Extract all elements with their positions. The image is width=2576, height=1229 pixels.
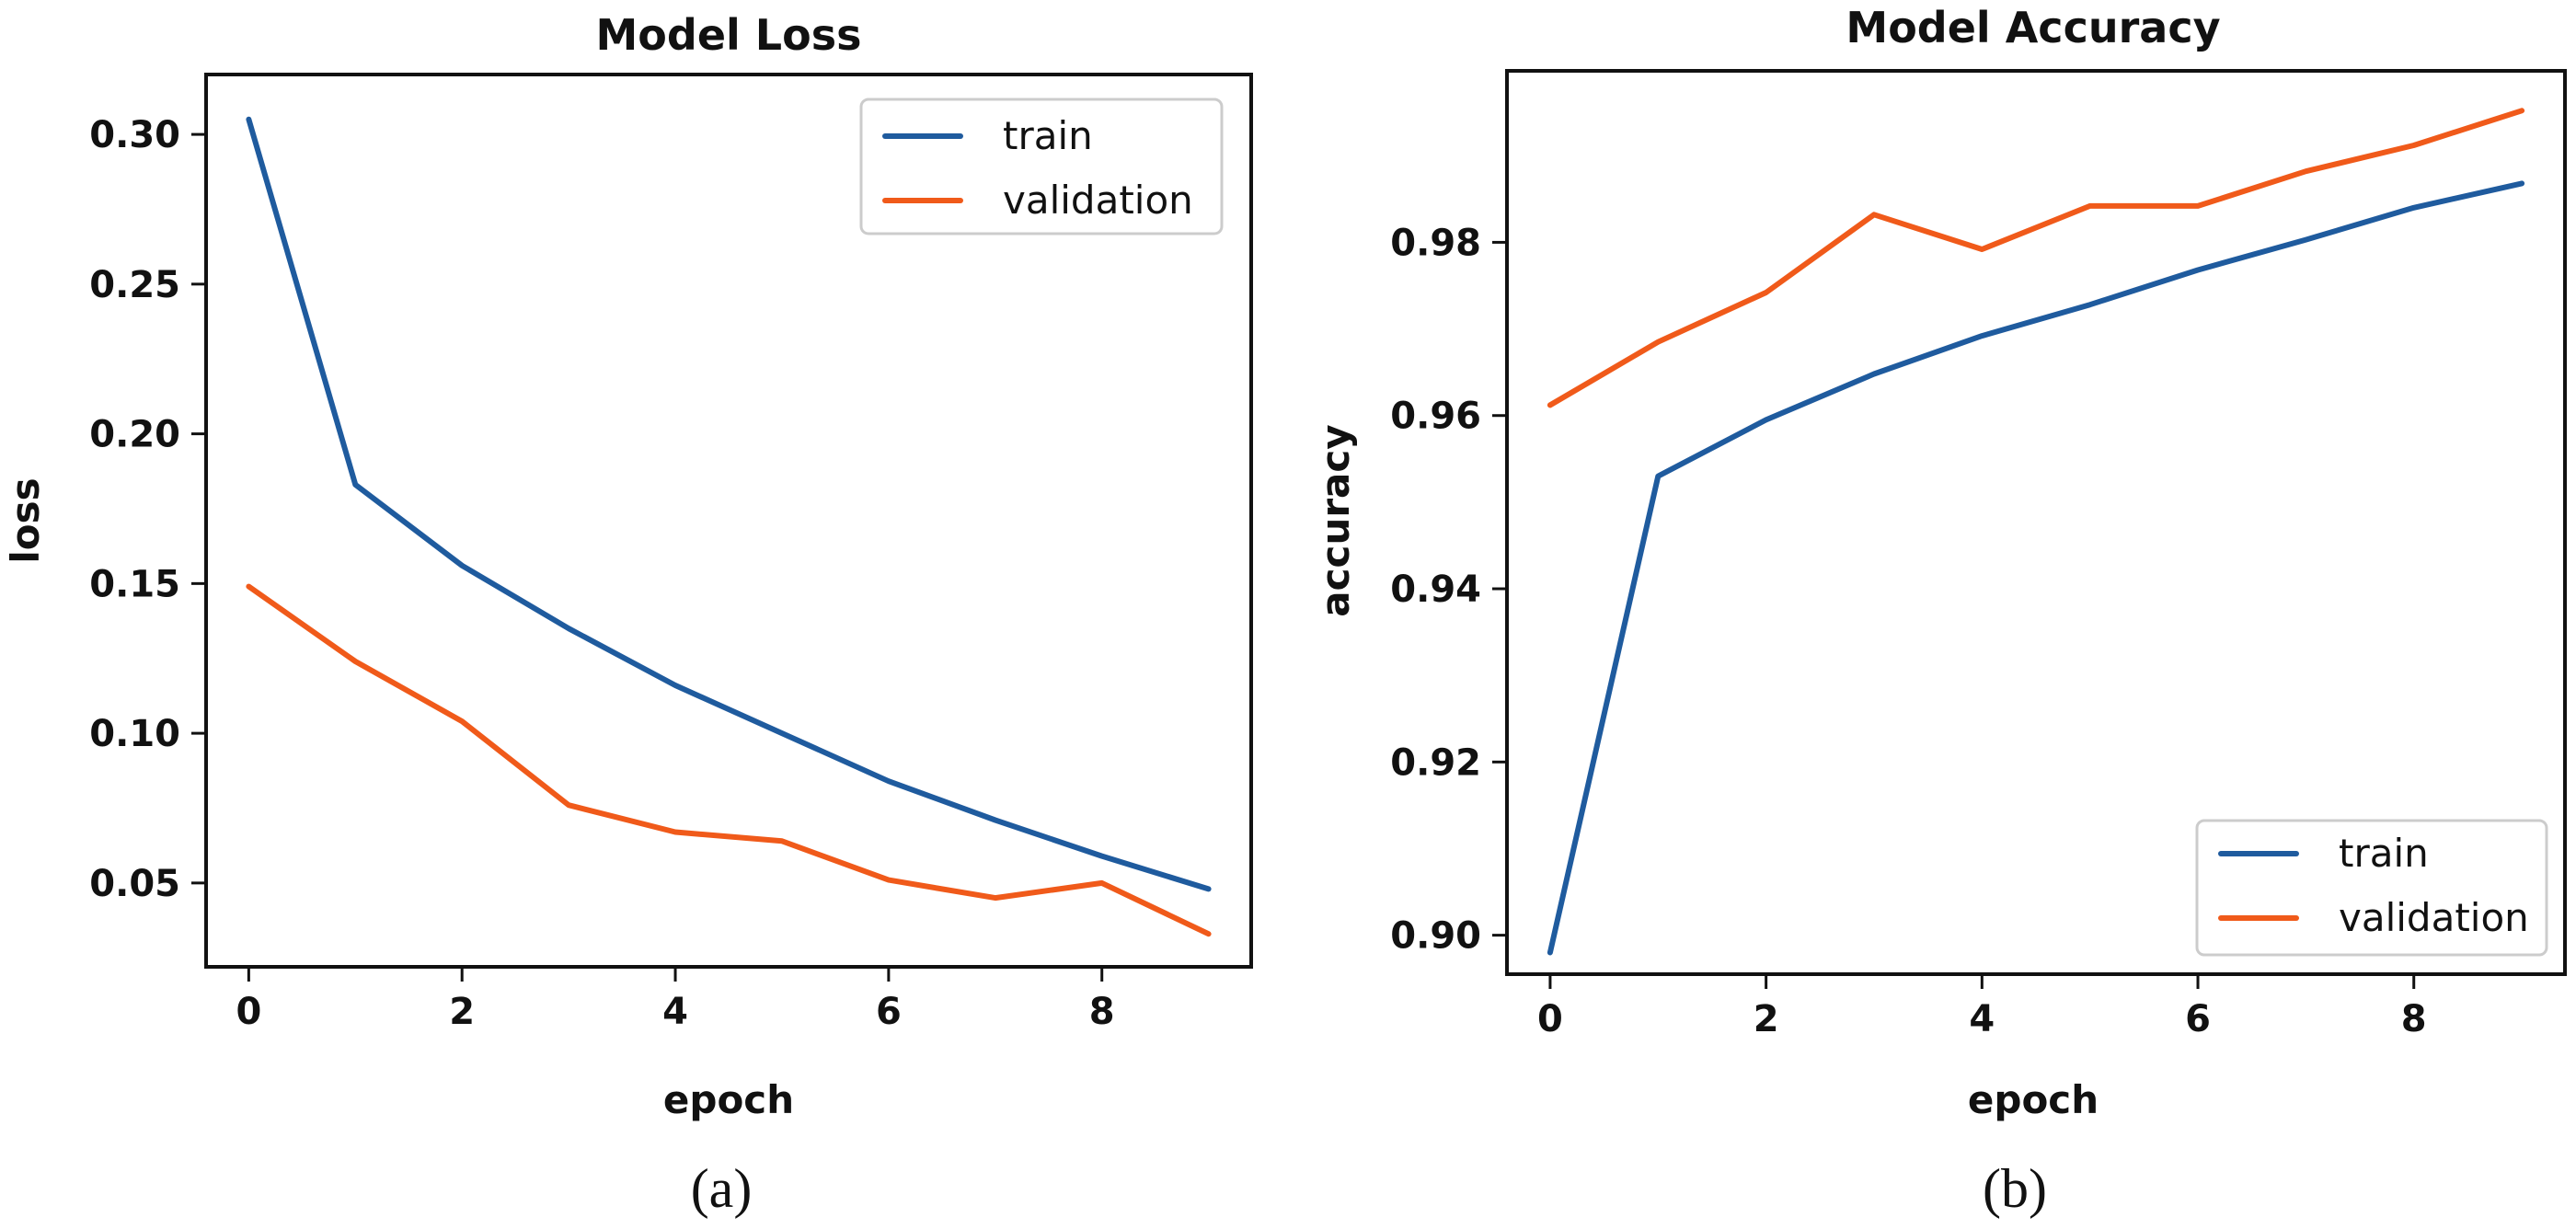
accuracy-chart-x-tick-label-0: 0 [1537,998,1563,1040]
loss-chart: Model Loss 0 2 4 6 8 0.05 0.10 0.15 0.20 0.25 0.30… [3,10,1253,1219]
accuracy-chart-y-tick-label-0.90: 0.90 [1390,915,1481,958]
loss-chart-y-axis-label: loss [3,477,48,563]
accuracy-chart-y-axis-label: accuracy [1313,424,1358,616]
caption-b: (b) [1983,1158,2047,1219]
loss-chart-y-tick-label-0.15: 0.15 [89,563,180,605]
accuracy-chart-y-tick-label-0.98: 0.98 [1390,222,1481,264]
accuracy-chart-series-line-train [1547,180,2525,956]
loss-chart-x-tick-label-0: 0 [236,991,261,1033]
accuracy-chart-x-tick-label-4: 4 [1969,998,1995,1040]
accuracy-chart-y-tick-label-0.96: 0.96 [1390,396,1481,438]
accuracy-chart-x-tick-label-6: 6 [2185,998,2211,1040]
loss-chart-ticks: 0 2 4 6 8 0.05 0.10 0.15 0.20 0.25 0.30 [89,114,1114,1033]
accuracy-chart-y-tick-label-0.92: 0.92 [1390,741,1481,784]
loss-chart-y-tick-label-0.10: 0.10 [89,713,180,755]
accuracy-chart-ticks: 0 2 4 6 8 0.90 0.92 0.94 0.96 0.98 [1390,222,2426,1040]
loss-chart-y-tick-label-0.05: 0.05 [89,863,180,905]
loss-chart-series-line-train [246,116,1212,892]
accuracy-chart-series-line-validation [1547,108,2525,408]
loss-chart-plot-frame [204,73,1253,969]
loss-chart-series-line-validation [246,583,1212,937]
accuracy-chart: Model Accuracy 0 2 4 6 8 0.90 0.92 0.94 0.96 0.98… [1313,3,2567,1219]
accuracy-chart-x-tick-label-2: 2 [1754,998,1779,1040]
accuracy-chart-x-axis-label: epoch [1968,1077,2099,1122]
accuracy-chart-legend: train validation [2195,819,2548,957]
loss-chart-x-tick-label-4: 4 [662,991,688,1033]
loss-chart-lines [246,116,1212,937]
accuracy-chart-legend-label-validation: validation [2339,895,2529,940]
loss-chart-x-tick-label-6: 6 [876,991,902,1033]
loss-chart-title: Model Loss [596,10,862,60]
accuracy-chart-plot-frame [1505,69,2567,976]
loss-chart-x-tick-label-2: 2 [449,991,475,1033]
loss-chart-legend-label-validation: validation [1003,178,1193,223]
caption-a: (a) [691,1158,753,1219]
accuracy-chart-y-tick-label-0.94: 0.94 [1390,569,1481,611]
loss-chart-x-tick-label-8: 8 [1089,991,1115,1033]
loss-chart-x-axis-label: epoch [663,1077,794,1122]
loss-chart-y-tick-label-0.20: 0.20 [89,414,180,456]
loss-chart-legend-label-train: train [1003,113,1093,158]
accuracy-chart-lines [1547,108,2525,956]
loss-chart-y-tick-label-0.25: 0.25 [89,264,180,306]
accuracy-chart-legend-label-train: train [2339,831,2429,876]
loss-chart-y-tick-label-0.30: 0.30 [89,114,180,156]
loss-chart-legend: train validation [859,98,1224,235]
accuracy-chart-x-tick-label-8: 8 [2401,998,2427,1040]
accuracy-chart-title: Model Accuracy [1846,3,2220,52]
